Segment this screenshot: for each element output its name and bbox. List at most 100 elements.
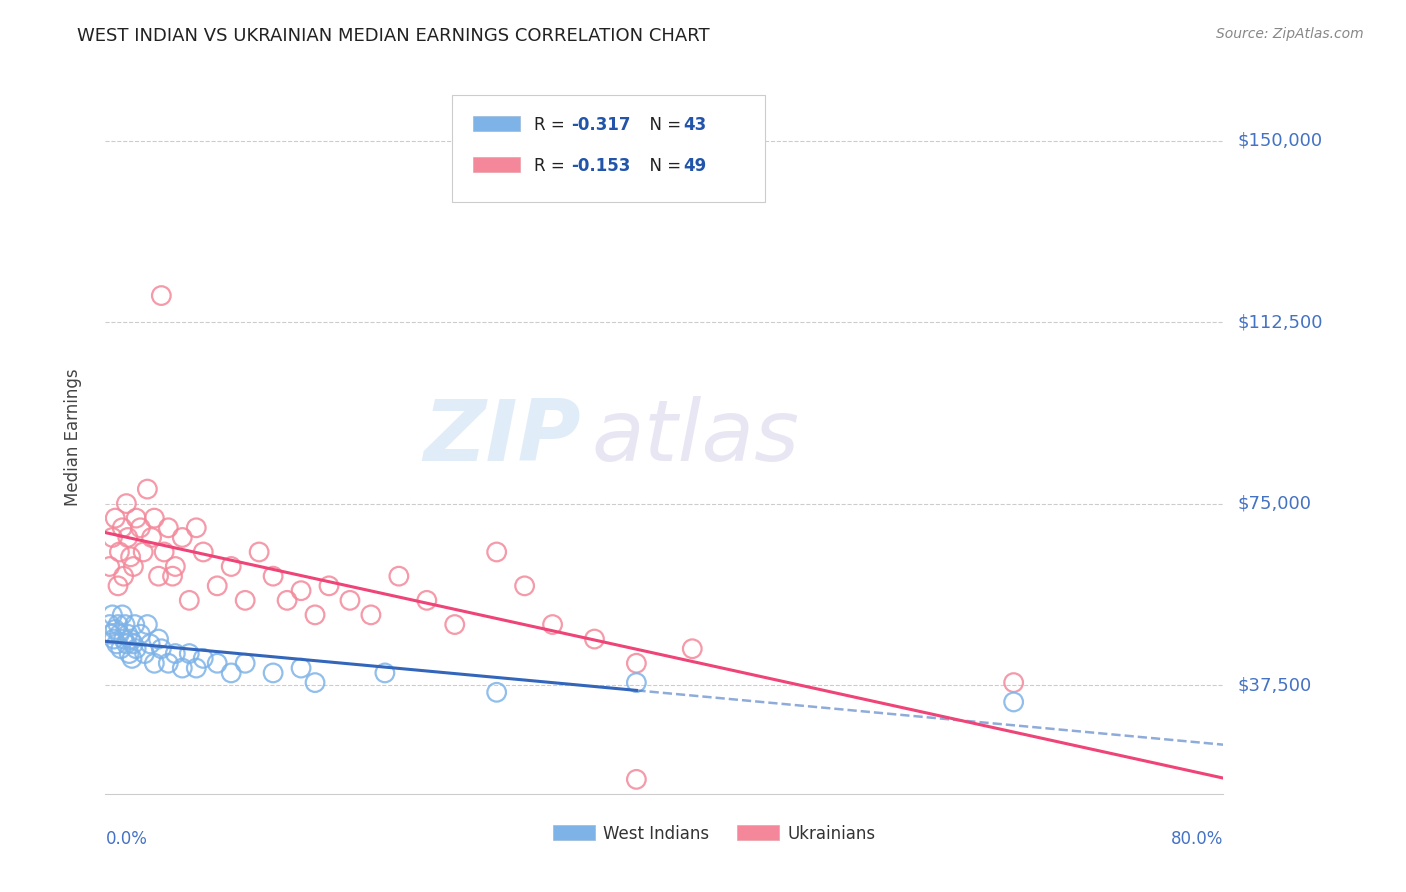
Point: [134, 647, 156, 661]
Text: $75,000: $75,000: [1237, 494, 1312, 513]
Text: 49: 49: [683, 157, 707, 175]
Point: [626, 772, 648, 787]
FancyBboxPatch shape: [474, 116, 520, 131]
Point: [107, 617, 129, 632]
Point: [318, 579, 340, 593]
Point: [172, 531, 194, 545]
Point: [124, 617, 146, 632]
Point: [443, 617, 465, 632]
Text: $150,000: $150,000: [1237, 132, 1322, 150]
Point: [141, 531, 163, 545]
Point: [304, 675, 326, 690]
Point: [513, 579, 536, 593]
Point: [172, 661, 194, 675]
FancyBboxPatch shape: [474, 157, 520, 171]
Text: ZIP: ZIP: [423, 395, 581, 479]
Point: [104, 623, 127, 637]
Point: [360, 607, 382, 622]
Text: $112,500: $112,500: [1237, 313, 1323, 331]
Point: [122, 559, 145, 574]
Point: [1002, 695, 1025, 709]
Point: [129, 627, 152, 641]
Point: [143, 657, 166, 671]
Point: [157, 657, 180, 671]
Point: [290, 661, 312, 675]
Point: [276, 593, 298, 607]
Point: [162, 569, 184, 583]
Point: [129, 521, 152, 535]
Point: [339, 593, 361, 607]
Point: [117, 627, 139, 641]
Text: $37,500: $37,500: [1237, 676, 1312, 694]
Point: [125, 641, 148, 656]
Text: 0.0%: 0.0%: [105, 830, 148, 847]
Y-axis label: Median Earnings: Median Earnings: [63, 368, 82, 506]
Point: [485, 545, 508, 559]
Point: [104, 511, 127, 525]
Point: [233, 657, 256, 671]
Point: [114, 617, 136, 632]
Point: [388, 569, 411, 583]
Point: [111, 521, 134, 535]
FancyBboxPatch shape: [737, 824, 779, 840]
Point: [290, 583, 312, 598]
Point: [121, 651, 143, 665]
Text: atlas: atlas: [592, 395, 800, 479]
Text: -0.317: -0.317: [572, 116, 631, 134]
Point: [485, 685, 508, 699]
Point: [105, 637, 128, 651]
Point: [681, 641, 703, 656]
Point: [117, 531, 139, 545]
Point: [219, 665, 242, 680]
Point: [150, 641, 173, 656]
Point: [122, 637, 145, 651]
Point: [100, 627, 122, 641]
FancyBboxPatch shape: [553, 824, 595, 840]
Point: [115, 497, 138, 511]
Text: N =: N =: [638, 157, 686, 175]
Point: [186, 661, 208, 675]
Point: [120, 632, 142, 646]
Point: [120, 549, 142, 564]
Point: [219, 559, 242, 574]
Point: [101, 607, 124, 622]
Point: [165, 647, 187, 661]
Point: [262, 569, 284, 583]
Text: -0.153: -0.153: [572, 157, 631, 175]
Point: [112, 632, 135, 646]
Point: [626, 675, 648, 690]
Point: [157, 521, 180, 535]
Text: 43: 43: [683, 116, 707, 134]
Point: [207, 657, 229, 671]
Point: [193, 545, 215, 559]
Point: [165, 559, 187, 574]
Point: [247, 545, 270, 559]
Point: [132, 545, 155, 559]
Point: [143, 511, 166, 525]
Point: [186, 521, 208, 535]
Point: [148, 569, 170, 583]
Point: [107, 579, 129, 593]
Point: [108, 627, 131, 641]
Point: [179, 647, 201, 661]
Point: [103, 632, 125, 646]
Point: [153, 545, 176, 559]
Point: [118, 647, 141, 661]
Point: [110, 641, 132, 656]
Point: [541, 617, 564, 632]
Point: [304, 607, 326, 622]
Point: [150, 288, 173, 302]
Point: [101, 531, 124, 545]
Point: [139, 637, 162, 651]
Point: [148, 632, 170, 646]
Text: Source: ZipAtlas.com: Source: ZipAtlas.com: [1216, 27, 1364, 41]
Point: [125, 511, 148, 525]
Point: [111, 607, 134, 622]
Point: [136, 482, 159, 496]
Point: [233, 593, 256, 607]
Point: [207, 579, 229, 593]
Point: [115, 637, 138, 651]
Point: [193, 651, 215, 665]
Point: [626, 657, 648, 671]
Point: [108, 545, 131, 559]
